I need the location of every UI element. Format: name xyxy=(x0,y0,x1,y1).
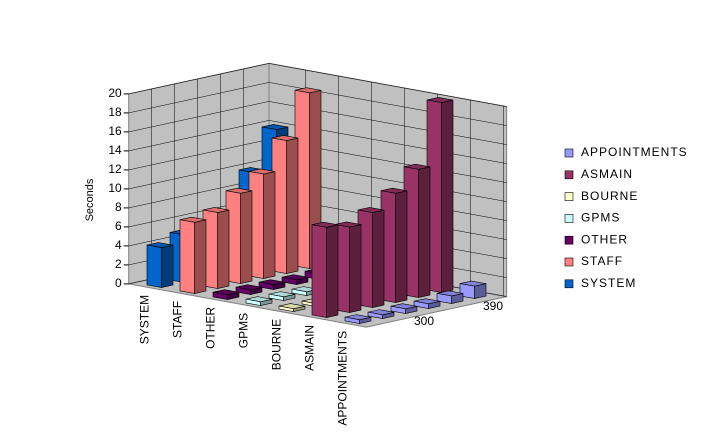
bar-front xyxy=(413,300,429,309)
x-tick-label: ASMAIN xyxy=(302,325,316,371)
legend-label: BOURNE xyxy=(581,189,638,203)
bar xyxy=(344,314,372,324)
legend-label: ASMAIN xyxy=(581,167,633,181)
bar xyxy=(426,97,454,293)
bar-side xyxy=(194,219,207,294)
legend-swatch xyxy=(564,279,574,289)
bar-side xyxy=(217,209,230,289)
bar xyxy=(413,298,441,309)
bar xyxy=(248,168,276,279)
bar-side xyxy=(349,224,362,313)
y-tick-label: 16 xyxy=(108,124,122,138)
legend-swatch xyxy=(564,214,574,223)
bar xyxy=(281,274,309,285)
grid-line xyxy=(128,63,507,107)
x-tick-label: STAFF xyxy=(170,301,184,338)
bar xyxy=(357,207,385,308)
bar-front xyxy=(281,276,297,285)
x-tick-label: GPMS xyxy=(236,313,250,348)
bar xyxy=(179,216,207,294)
bar xyxy=(268,291,296,301)
legend-swatch xyxy=(564,192,574,201)
bar xyxy=(311,221,339,318)
bar xyxy=(146,242,174,288)
bar-front xyxy=(245,298,261,306)
y-tick-label: 0 xyxy=(115,276,122,290)
bar xyxy=(245,296,273,306)
legend-swatch xyxy=(564,235,574,245)
legend-swatch xyxy=(564,170,574,180)
y-tick-label: 6 xyxy=(115,219,122,233)
legend-label: APPOINTMENTS xyxy=(581,145,688,159)
bar-front xyxy=(291,288,307,296)
bar-front xyxy=(235,286,251,295)
bar xyxy=(271,135,299,274)
bar xyxy=(459,280,487,299)
legend-swatch xyxy=(564,148,574,158)
bar-front xyxy=(179,219,195,294)
bar-front xyxy=(212,291,228,300)
y-tick-label: 18 xyxy=(108,105,122,119)
x-tick-label: OTHER xyxy=(203,307,217,349)
bar xyxy=(258,279,286,290)
bar-front xyxy=(268,293,284,301)
bar-front xyxy=(258,281,274,290)
bar xyxy=(334,221,362,313)
x-tick-label: SYSTEM xyxy=(137,295,151,344)
y-tick-label: 8 xyxy=(115,200,122,214)
bar xyxy=(367,309,395,319)
bar xyxy=(212,289,240,300)
bar xyxy=(403,163,431,298)
bar-side xyxy=(441,99,454,293)
x-tick-label: APPOINTMENTS xyxy=(335,331,349,426)
bar-front xyxy=(426,99,442,293)
legend-label: STAFF xyxy=(581,254,623,268)
legend-label: SYSTEM xyxy=(581,276,636,290)
bar-front xyxy=(146,244,162,288)
bar-front xyxy=(278,305,294,312)
bar-side xyxy=(161,244,174,288)
depth-tick-label: 300 xyxy=(414,314,434,328)
bar-side xyxy=(372,209,385,308)
bar-side xyxy=(263,171,276,279)
y-axis-label: Seconds xyxy=(84,178,96,221)
bar xyxy=(235,284,263,295)
y-tick-label: 20 xyxy=(108,86,122,100)
y-tick-label: 2 xyxy=(115,257,122,271)
depth-tick-label: 390 xyxy=(483,299,503,313)
bar-side xyxy=(240,190,253,284)
y-tick-label: 12 xyxy=(108,162,122,176)
x-tick-label: BOURNE xyxy=(269,319,283,370)
bar xyxy=(278,303,306,312)
bar xyxy=(225,187,253,284)
bar-front xyxy=(311,224,327,318)
y-tick-label: 14 xyxy=(108,143,122,157)
legend-label: GPMS xyxy=(581,211,620,225)
bar xyxy=(380,187,408,303)
bar-side xyxy=(395,190,408,303)
bar-side xyxy=(326,224,339,318)
legend-label: OTHER xyxy=(581,232,628,246)
y-tick-label: 4 xyxy=(115,238,122,252)
bar-front xyxy=(390,305,406,314)
bar-side xyxy=(286,137,299,274)
bar xyxy=(202,207,230,289)
bar-front xyxy=(436,292,452,304)
y-tick-label: 10 xyxy=(108,181,122,195)
bar xyxy=(390,303,418,314)
bar-front xyxy=(367,311,383,319)
bar-front xyxy=(459,283,475,299)
bar-side xyxy=(418,166,431,298)
bar xyxy=(436,290,464,304)
legend-swatch xyxy=(564,257,574,267)
bar-front xyxy=(344,316,360,324)
